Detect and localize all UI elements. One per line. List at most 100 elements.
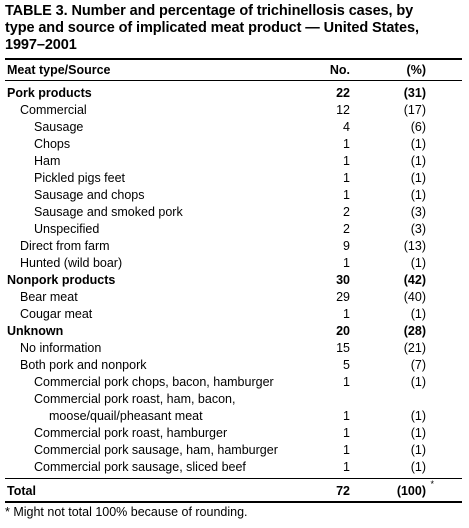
table-body: Pork products 22 (31) Commercial 12 (17) Sausa… <box>5 81 462 475</box>
total-percent-value: (100) <box>396 484 426 498</box>
row-number: 12 <box>336 103 350 117</box>
row-label: No information <box>20 341 102 355</box>
row-number: 29 <box>336 290 350 304</box>
row-percent: (1) <box>410 460 426 474</box>
row-label: Cougar meat <box>20 307 93 321</box>
row-number: 1 <box>343 171 350 185</box>
table-row: Commercial 12 (17) <box>5 101 462 118</box>
header-number: No. <box>329 63 350 77</box>
row-percent: (42) <box>403 273 426 287</box>
row-percent: (1) <box>410 188 426 202</box>
title-line-3: 1997–2001 <box>5 37 77 53</box>
row-number: 1 <box>343 426 350 440</box>
top-rule <box>5 58 462 60</box>
table-row: Commercial pork roast, ham, bacon, <box>5 390 462 407</box>
row-label: Hunted (wild boar) <box>20 256 123 270</box>
row-label: Sausage <box>34 120 84 134</box>
table-row: Bear meat 29 (40) <box>5 288 462 305</box>
column-header-row: Meat type/Source No. (%) <box>5 60 462 80</box>
table-row: No information 15 (21) <box>5 339 462 356</box>
row-percent: (1) <box>410 137 426 151</box>
table-row: Cougar meat 1 (1) <box>5 305 462 322</box>
row-label: Commercial <box>20 103 87 117</box>
row-label: moose/quail/pheasant meat <box>49 409 203 423</box>
row-label: Both pork and nonpork <box>20 358 147 372</box>
row-label: Sausage and smoked pork <box>34 205 183 219</box>
row-number: 1 <box>343 188 350 202</box>
total-percent: (100) * <box>396 479 434 499</box>
table-row: Chops 1 (1) <box>5 135 462 152</box>
row-percent: (3) <box>410 222 426 236</box>
row-percent: (17) <box>403 103 426 117</box>
table-row: Sausage and smoked pork 2 (3) <box>5 203 462 220</box>
table-title: TABLE 3. Number and percentage of trichi… <box>5 3 462 54</box>
row-label: Ham <box>34 154 61 168</box>
row-percent: (7) <box>410 358 426 372</box>
title-line-1: TABLE 3. Number and percentage of trichi… <box>5 3 414 19</box>
total-rule <box>5 478 462 479</box>
row-number: 1 <box>343 443 350 457</box>
header-meat-type: Meat type/Source <box>7 63 111 77</box>
row-label: Pork products <box>7 86 92 100</box>
table-row: Sausage and chops 1 (1) <box>5 186 462 203</box>
row-number: 1 <box>343 137 350 151</box>
row-number: 1 <box>343 154 350 168</box>
table-row: Commercial pork sausage, sliced beef 1 (1) <box>5 458 462 475</box>
row-number: 2 <box>343 222 350 236</box>
row-label: Bear meat <box>20 290 78 304</box>
row-label: Direct from farm <box>20 239 110 253</box>
row-label: Commercial pork roast, hamburger <box>34 426 228 440</box>
row-label: Pickled pigs feet <box>34 171 126 185</box>
footnote: * Might not total 100% because of roundi… <box>5 505 248 519</box>
row-number: 2 <box>343 205 350 219</box>
row-number: 30 <box>336 273 350 287</box>
total-row: Total 72 (100) * <box>5 479 462 501</box>
category-row: Unknown 20 (28) <box>5 322 462 339</box>
row-label: Nonpork products <box>7 273 116 287</box>
row-percent: (1) <box>410 426 426 440</box>
row-percent: (1) <box>410 409 426 423</box>
table-row: Commercial pork roast, hamburger 1 (1) <box>5 424 462 441</box>
table-container: TABLE 3. Number and percentage of trichi… <box>5 0 462 519</box>
title-line-2: type and source of implicated meat produ… <box>5 20 419 36</box>
row-number: 1 <box>343 256 350 270</box>
row-number: 20 <box>336 324 350 338</box>
row-label: Commercial pork sausage, sliced beef <box>34 460 246 474</box>
row-label: Commercial pork chops, bacon, hamburger <box>34 375 274 389</box>
row-number: 1 <box>343 460 350 474</box>
table-row: moose/quail/pheasant meat 1 (1) <box>5 407 462 424</box>
row-label: Sausage and chops <box>34 188 145 202</box>
category-row: Pork products 22 (31) <box>5 84 462 101</box>
row-percent: (31) <box>403 86 426 100</box>
row-label: Unspecified <box>34 222 100 236</box>
table-row: Pickled pigs feet 1 (1) <box>5 169 462 186</box>
total-number: 72 <box>336 484 350 498</box>
row-number: 22 <box>336 86 350 100</box>
row-number: 1 <box>343 409 350 423</box>
row-number: 1 <box>343 375 350 389</box>
table-row: Direct from farm 9 (13) <box>5 237 462 254</box>
row-label: Unknown <box>7 324 64 338</box>
row-percent: (40) <box>403 290 426 304</box>
row-percent: (1) <box>410 171 426 185</box>
row-number: 1 <box>343 307 350 321</box>
row-percent: (13) <box>403 239 426 253</box>
row-label: Commercial pork roast, ham, bacon, <box>34 392 236 406</box>
table-row: Commercial pork sausage, ham, hamburger 1… <box>5 441 462 458</box>
row-label: Chops <box>34 137 71 151</box>
category-row: Nonpork products 30 (42) <box>5 271 462 288</box>
table-row: Both pork and nonpork 5 (7) <box>5 356 462 373</box>
row-percent: (1) <box>410 154 426 168</box>
row-number: 15 <box>336 341 350 355</box>
row-number: 5 <box>343 358 350 372</box>
row-number: 4 <box>343 120 350 134</box>
bottom-rule <box>5 501 462 503</box>
total-label: Total <box>7 484 36 498</box>
row-percent: (1) <box>410 256 426 270</box>
row-percent: (28) <box>403 324 426 338</box>
table-row: Hunted (wild boar) 1 (1) <box>5 254 462 271</box>
row-percent: (1) <box>410 375 426 389</box>
row-percent: (3) <box>410 205 426 219</box>
row-percent: (21) <box>403 341 426 355</box>
table-row: Sausage 4 (6) <box>5 118 462 135</box>
